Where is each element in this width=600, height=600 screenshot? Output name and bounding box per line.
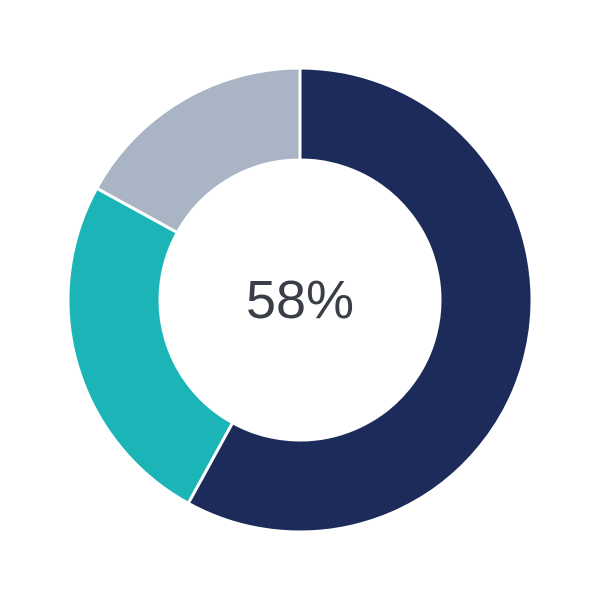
donut-slice-1	[66, 186, 235, 506]
donut-slices	[66, 66, 534, 534]
center-percentage-label: 58%	[246, 270, 354, 330]
donut-slice-2	[94, 66, 302, 235]
donut-slice-0	[186, 66, 534, 534]
